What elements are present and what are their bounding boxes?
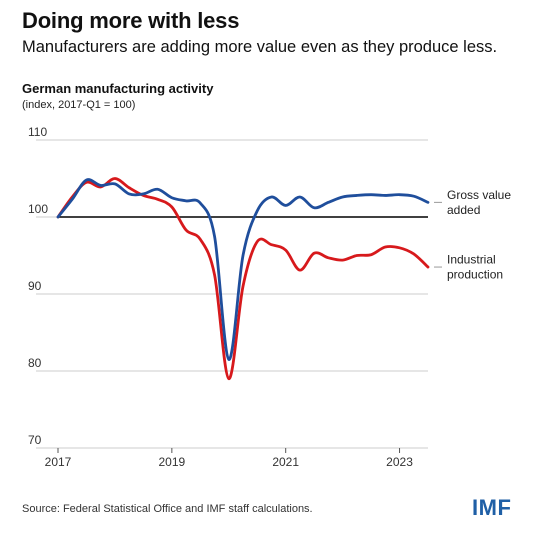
y-tick-label: 90	[28, 279, 42, 293]
y-tick-label: 70	[28, 433, 42, 447]
axis-ticks: 70 80 90 100 110 2017 2019 2021 2023	[28, 125, 413, 469]
headline: Doing more with less	[22, 8, 240, 33]
y-tick-label: 100	[28, 202, 48, 216]
series-line-industrial-production	[56, 177, 430, 381]
chart-subtitle: (index, 2017-Q1 = 100)	[22, 99, 136, 111]
series-lines	[56, 177, 430, 381]
x-tick-label: 2017	[45, 455, 72, 469]
x-tick-label: 2021	[272, 455, 299, 469]
source-note: Source: Federal Statistical Office and I…	[22, 503, 313, 515]
legend-label: Industrial	[447, 253, 496, 267]
legend-label: added	[447, 203, 480, 217]
imf-logo: IMF	[472, 495, 512, 520]
gridlines	[36, 139, 428, 449]
legend-label: Gross value	[447, 188, 511, 202]
legend-label: production	[447, 268, 503, 282]
y-tick-label: 110	[28, 125, 47, 139]
x-tick-label: 2019	[158, 455, 185, 469]
chart-title: German manufacturing activity	[22, 81, 214, 96]
series-line-gross-value-added	[56, 178, 430, 361]
y-tick-label: 80	[28, 356, 42, 370]
subheadline: Manufacturers are adding more value even…	[22, 38, 498, 56]
x-tick-label: 2023	[386, 455, 413, 469]
